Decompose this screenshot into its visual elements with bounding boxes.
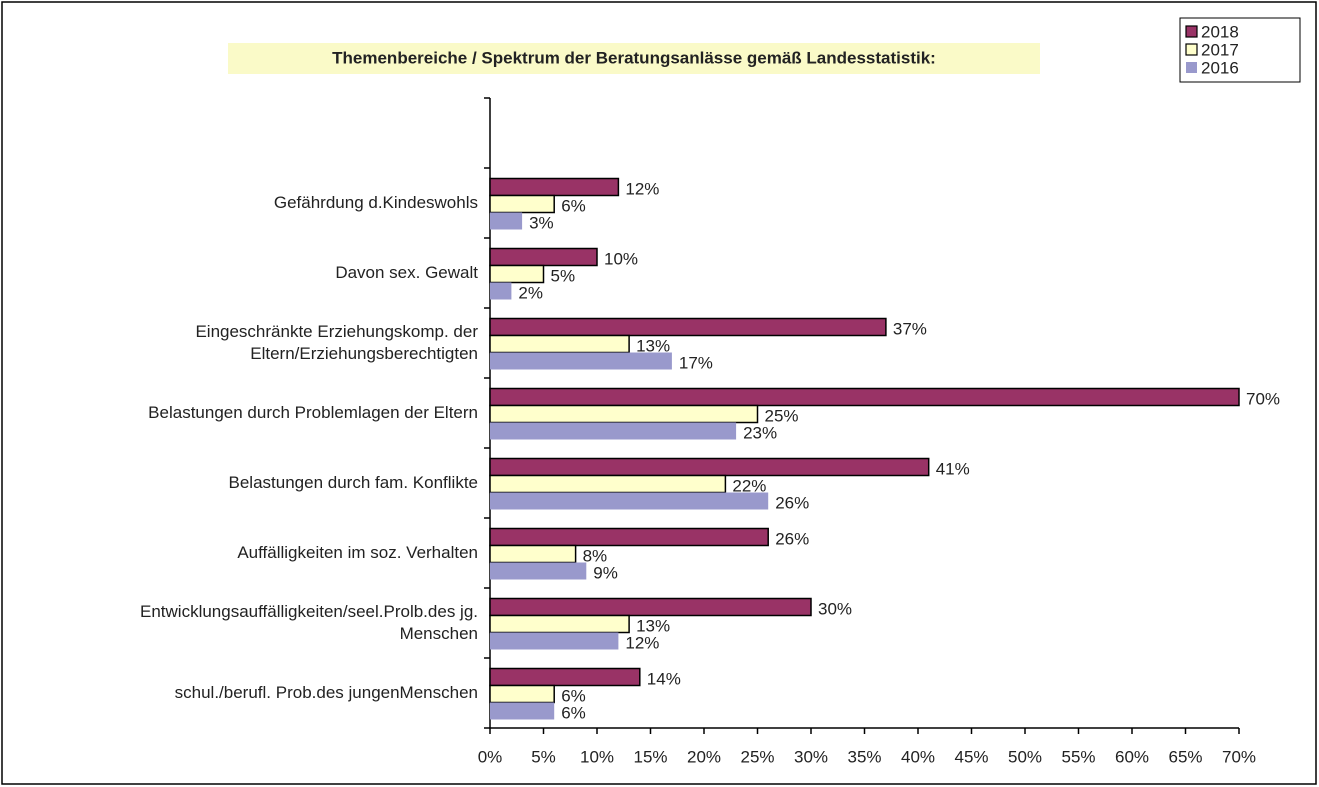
bar: [489, 334, 630, 354]
x-tick-label: 60%: [1115, 747, 1149, 766]
value-label: 6%: [561, 196, 586, 215]
category-label: schul./berufl. Prob.des jungenMenschen: [174, 683, 478, 702]
bar: [489, 247, 598, 267]
bar: [489, 684, 555, 704]
value-label: 6%: [561, 686, 586, 705]
value-label: 37%: [893, 319, 927, 338]
bar: [489, 404, 759, 424]
x-tick-label: 35%: [847, 747, 881, 766]
bar: [489, 317, 887, 337]
bar: [490, 562, 587, 580]
legend-swatch: [1186, 62, 1197, 73]
value-label: 26%: [775, 493, 809, 512]
category-label: Belastungen durch fam. Konflikte: [228, 473, 478, 492]
value-label: 9%: [593, 563, 618, 582]
value-label: 14%: [647, 669, 681, 688]
category-label: Eingeschränkte Erziehungskomp. der Elter…: [195, 322, 478, 363]
x-tick-label: 20%: [687, 747, 721, 766]
value-label: 41%: [936, 459, 970, 478]
bar: [489, 474, 727, 494]
value-label: 26%: [775, 529, 809, 548]
value-label: 23%: [743, 423, 777, 442]
x-tick-label: 15%: [633, 747, 667, 766]
value-label: 30%: [818, 599, 852, 618]
bar: [489, 614, 630, 634]
bar: [489, 544, 577, 564]
title-box: [228, 43, 1040, 74]
value-label: 3%: [529, 213, 554, 232]
category-label: Belastungen durch Problemlagen der Elter…: [148, 403, 478, 422]
legend-swatch: [1185, 25, 1198, 38]
bar: [490, 632, 619, 650]
legend-label: 2017: [1201, 40, 1239, 59]
x-tick-label: 40%: [901, 747, 935, 766]
value-label: 12%: [625, 633, 659, 652]
bar: [489, 194, 555, 214]
x-tick-label: 10%: [580, 747, 614, 766]
x-tick-label: 45%: [954, 747, 988, 766]
bar: [490, 422, 737, 440]
x-tick-label: 5%: [531, 747, 556, 766]
x-tick-label: 50%: [1008, 747, 1042, 766]
x-tick-label: 25%: [740, 747, 774, 766]
bar: [489, 457, 930, 477]
bar: [490, 702, 555, 720]
legend-box: [1179, 17, 1301, 83]
value-label: 13%: [636, 616, 670, 635]
bar: [489, 527, 769, 547]
bar: [490, 212, 523, 230]
legend-swatch: [1185, 43, 1198, 56]
bar: [490, 282, 512, 300]
legend-label: 2018: [1201, 22, 1239, 41]
value-label: 25%: [765, 406, 799, 425]
value-label: 2%: [518, 283, 543, 302]
value-label: 6%: [561, 703, 586, 722]
x-tick-label: 30%: [794, 747, 828, 766]
bar: [489, 264, 545, 284]
value-label: 8%: [583, 546, 608, 565]
category-label: Davon sex. Gewalt: [335, 263, 478, 282]
category-label: Auffälligkeiten im soz. Verhalten: [237, 543, 478, 562]
bar: [489, 177, 620, 197]
value-label: 70%: [1246, 389, 1280, 408]
category-label: Entwicklungsauffälligkeiten/seel.Prolb.d…: [140, 602, 478, 643]
bar: [489, 387, 1240, 407]
legend-label: 2016: [1201, 58, 1239, 77]
bar: [489, 597, 812, 617]
value-label: 10%: [604, 249, 638, 268]
value-label: 13%: [636, 336, 670, 355]
bar: [490, 352, 672, 370]
bar: [490, 492, 769, 510]
x-tick-label: 70%: [1222, 747, 1256, 766]
bar: [489, 667, 641, 687]
value-label: 12%: [625, 179, 659, 198]
value-label: 17%: [679, 353, 713, 372]
category-label: Gefährdung d.Kindeswohls: [273, 193, 478, 212]
x-tick-label: 55%: [1061, 747, 1095, 766]
chart-title: Themenbereiche / Spektrum der Beratungsa…: [332, 48, 936, 67]
value-label: 5%: [551, 266, 576, 285]
x-tick-label: 65%: [1168, 747, 1202, 766]
x-tick-label: 0%: [478, 747, 503, 766]
value-label: 22%: [732, 476, 766, 495]
